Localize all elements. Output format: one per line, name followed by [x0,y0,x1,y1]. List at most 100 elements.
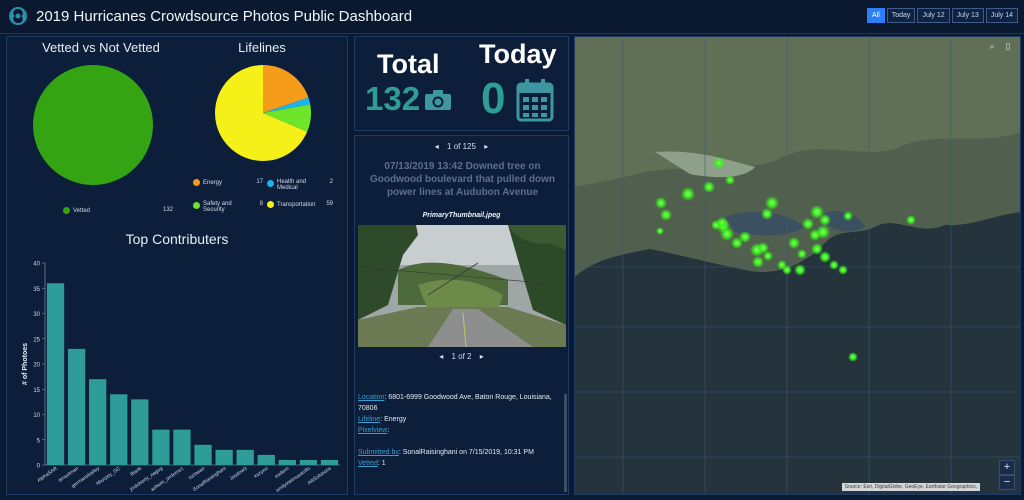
map-view[interactable]: ⌕ ▯ + − Source: Esri, DigitalGlobe, GeoE… [574,36,1021,495]
chevron-right-icon[interactable]: ▸ [484,142,489,151]
submitted-by-link[interactable]: Submitted by [358,449,399,456]
vetted-pie-slice[interactable] [33,65,153,185]
pie-slice-safety-and-security[interactable] [263,104,311,132]
legend-label: Safety and Security [203,201,232,213]
vetted-legend-item[interactable]: Vetted 132 [63,207,173,214]
bar-tschwan[interactable] [194,444,212,465]
y-tick-label: 0 [37,464,41,470]
filter-all-button[interactable]: All [866,8,885,23]
y-tick-label: 20 [33,363,40,369]
legend-swatch [63,207,70,214]
dashboard-header: 2019 Hurricanes Crowdsource Photos Publi… [0,0,1024,34]
x-tick-label: kszyno [253,466,269,480]
legend-swatch [193,179,200,186]
charts-panel: Vetted vs Not Vetted Vetted 132 Lifeline… [6,36,348,495]
calendar-icon [516,79,554,122]
lifeline-value: : Energy [380,416,407,423]
pixelview-link[interactable]: Pixelview [358,427,388,434]
y-axis-label: # of Photoes [22,343,29,385]
dashboard-title: 2019 Hurricanes Crowdsource Photos Publi… [36,8,413,25]
vetted-value: : 1 [377,460,386,467]
today-label: Today [479,39,557,69]
location-link[interactable]: Location [358,394,385,401]
submitted-by-value: : SonalRaisinghani on 7/15/2019, 10:31 P… [398,449,534,456]
zoom-out-button[interactable]: − [999,475,1015,490]
bar-dmselman[interactable] [67,348,86,465]
camera-icon [425,90,451,110]
y-tick-label: 15 [33,388,40,394]
photo-caption: 07/13/2019 13:42 Downed tree on Goodwood… [370,161,555,198]
details-scrollbar[interactable] [564,394,567,492]
x-tick-label: Blank [129,465,143,477]
pie-slice-transportation[interactable] [215,65,308,161]
bookmark-icon[interactable]: ▯ [1005,41,1011,51]
chevron-right-icon[interactable]: ▸ [479,352,484,361]
legend-value: 8 [259,201,263,207]
legend-value: 2 [329,179,333,185]
legend-label: Transportation [277,202,316,209]
legend-swatch [267,201,274,208]
legend-value: 17 [256,179,263,185]
contributors-chart-title: Top Contributers [125,231,229,247]
storm-damage-photo[interactable] [358,225,566,347]
total-label: Total [377,49,440,79]
lifelines-pie-chart [215,65,311,161]
legend-item-safety-and-security[interactable]: Safety and Security 8 [193,201,263,213]
pie-slice-health-and-medical[interactable] [263,97,311,113]
location-value: : 6801-6999 Goodwood Ave, Baton Rouge, L… [358,394,552,412]
bar-AlphaSAR[interactable] [46,283,65,465]
today-value: 0 [481,74,506,123]
filter-july13-button[interactable]: July 13 [951,8,984,23]
image-pager: ◂ 1 of 2 ▸ [355,352,568,361]
filter-july14-button[interactable]: July 14 [985,8,1018,23]
gallery-pager: ◂ 1 of 125 ▸ [355,142,568,151]
legend-value: 132 [162,207,173,213]
photo-details-panel: ◂ 1 of 125 ▸ 07/13/2019 13:42 Downed tre… [354,135,569,495]
y-tick-label: 30 [33,312,40,318]
bar-ashwin_sirdeme1[interactable] [173,429,191,465]
x-tick-label: AltiSolutions [307,465,333,486]
y-tick-label: 40 [33,262,40,268]
vetted-link[interactable]: Vetted [358,460,378,467]
bar-SonalRaisinghani[interactable] [215,449,233,465]
y-tick-label: 10 [33,413,40,419]
filter-july12-button[interactable]: July 12 [917,8,950,23]
x-tick-label: Jasdow3 [229,466,249,482]
legend-label: Energy [203,180,223,187]
bar-AltiSolutions[interactable] [320,459,339,465]
hurricane-logo-icon [9,7,27,25]
pie-slice-energy[interactable] [263,65,309,113]
bar-Jasdow3[interactable] [236,449,254,465]
image-filename: PrimaryThumbnail.jpeg [422,212,501,219]
photo-attributes: Location: 6801-6999 Goodwood Ave, Baton … [358,392,563,469]
map-attribution: Source: Esri, DigitalGlobe, GeoEye, Eart… [841,483,980,491]
legend-label: Vetted [73,208,91,215]
y-tick-label: 5 [37,438,41,444]
totals-panel: Total 132 Today 0 [354,36,569,131]
legend-item-health-and-medical[interactable]: Health and Medical 2 [267,179,333,191]
bar-esdiem[interactable] [278,459,296,465]
legend-value: 59 [326,201,333,207]
zoom-in-button[interactable]: + [999,460,1015,475]
bar-emilyinelmusacillo[interactable] [299,459,318,465]
bar-jmdoherty_nagog[interactable] [152,429,170,465]
bar-Blank[interactable] [131,399,149,465]
lifeline-link[interactable]: Lifeline [358,416,381,423]
bar-hburpey_GC[interactable] [110,394,128,465]
gallery-counter: 1 of 125 [447,142,476,151]
filter-today-button[interactable]: Today [886,8,916,23]
x-tick-label: esdiem [274,466,291,480]
lifelines-chart-title: Lifelines [238,40,286,55]
satellite-basemap [575,37,1020,494]
search-icon[interactable]: ⌕ [989,41,995,51]
bar-germanebailey[interactable] [89,379,107,465]
legend-item-energy[interactable]: Energy 17 [193,179,263,186]
chevron-left-icon[interactable]: ◂ [434,142,439,151]
bar-kszyno[interactable] [257,454,275,465]
chevron-left-icon[interactable]: ◂ [439,352,444,361]
vetted-chart-title: Vetted vs Not Vetted [42,40,160,55]
legend-label: Health and Medical [277,179,307,191]
y-tick-label: 25 [33,337,40,343]
legend-item-transportation[interactable]: Transportation 59 [267,201,333,208]
